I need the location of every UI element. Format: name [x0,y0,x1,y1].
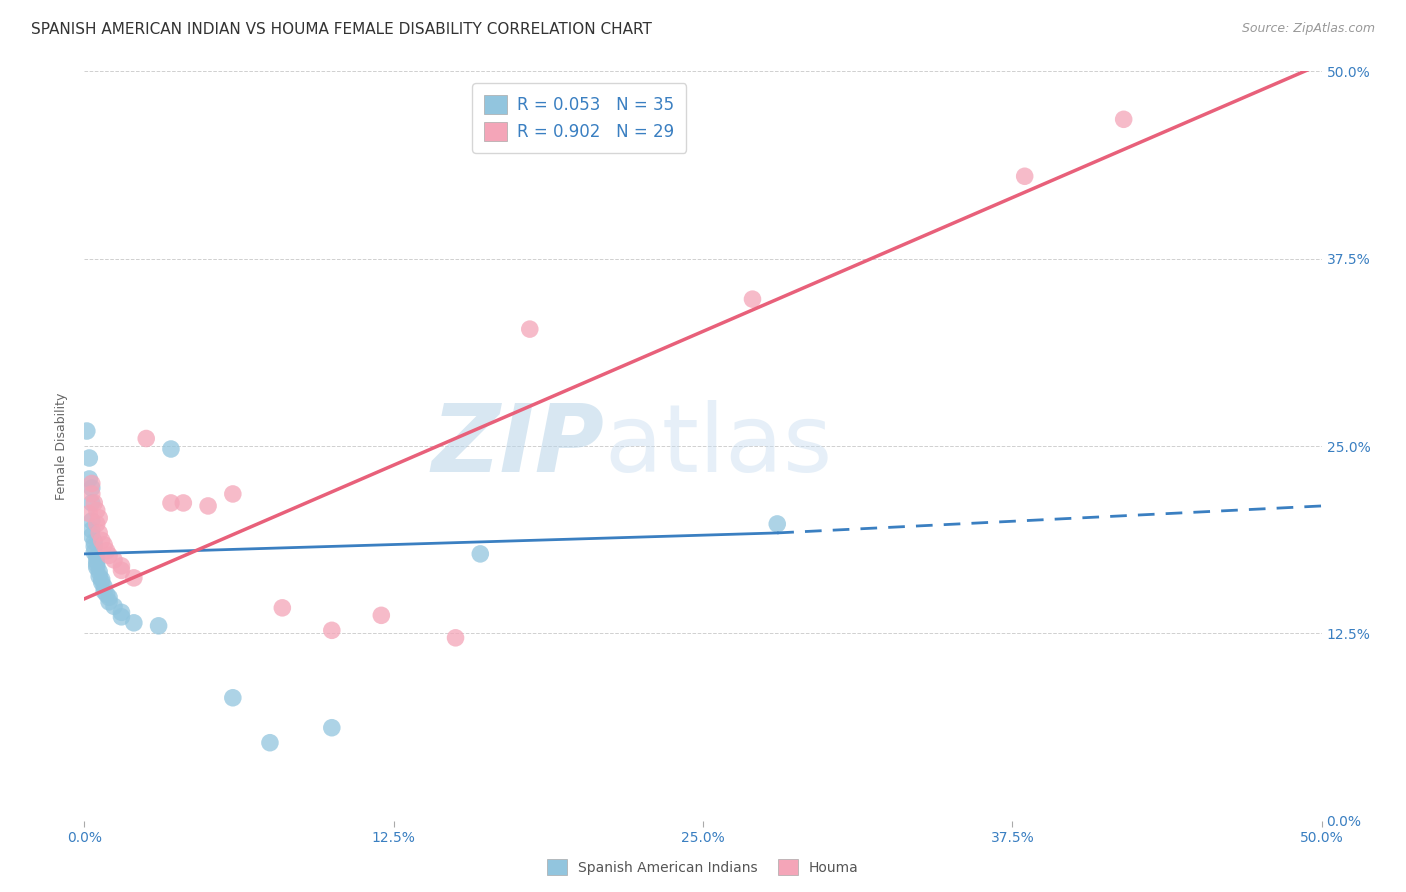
Text: Source: ZipAtlas.com: Source: ZipAtlas.com [1241,22,1375,36]
Point [321,624,343,638]
Point [1112,112,1135,127]
Point [160,496,183,510]
Point [79,450,101,465]
Point [80,481,103,495]
Point [160,442,183,456]
Point [89,569,111,583]
Point [98,595,121,609]
Text: atlas: atlas [605,400,832,492]
Point [80,529,103,543]
Point [86,503,108,517]
Point [148,619,170,633]
Point [80,476,103,491]
Point [90,575,112,590]
Point [89,525,111,540]
Point [89,511,111,525]
Point [110,558,132,573]
Point [83,496,105,510]
Point [76,424,98,438]
Point [93,584,115,599]
Point [79,507,101,521]
Point [90,533,112,548]
Point [79,472,101,486]
Point [1014,169,1036,184]
Point [321,721,343,735]
Point [86,560,108,574]
Legend: Spanish American Indians, Houma: Spanish American Indians, Houma [541,854,865,880]
Point [86,516,108,531]
Point [110,563,132,577]
Point [122,615,145,630]
Point [93,538,115,552]
Point [259,736,281,750]
Point [80,487,103,501]
Point [122,571,145,585]
Point [90,573,112,587]
Point [86,554,108,568]
Text: SPANISH AMERICAN INDIAN VS HOUMA FEMALE DISABILITY CORRELATION CHART: SPANISH AMERICAN INDIAN VS HOUMA FEMALE … [31,22,652,37]
Y-axis label: Female Disability: Female Disability [55,392,69,500]
Point [519,322,541,336]
Point [96,544,118,558]
Point [197,499,219,513]
Point [98,591,121,605]
Point [89,565,111,579]
Point [135,432,157,446]
Point [83,540,105,554]
Point [103,553,125,567]
Point [766,516,789,531]
Point [80,514,103,528]
Point [172,496,194,510]
Point [741,292,763,306]
Text: ZIP: ZIP [432,400,605,492]
Point [222,487,245,501]
Point [110,605,132,619]
Point [370,608,392,623]
Point [222,690,245,705]
Point [444,631,467,645]
Point [83,535,105,549]
Point [86,549,108,564]
Point [83,545,105,559]
Point [470,547,492,561]
Point [98,549,121,563]
Point [271,600,294,615]
Point [80,496,103,510]
Point [110,610,132,624]
Point [103,599,125,614]
Point [96,587,118,601]
Point [93,580,115,594]
Legend: R = 0.053   N = 35, R = 0.902   N = 29: R = 0.053 N = 35, R = 0.902 N = 29 [472,84,686,153]
Point [86,558,108,572]
Point [80,523,103,537]
